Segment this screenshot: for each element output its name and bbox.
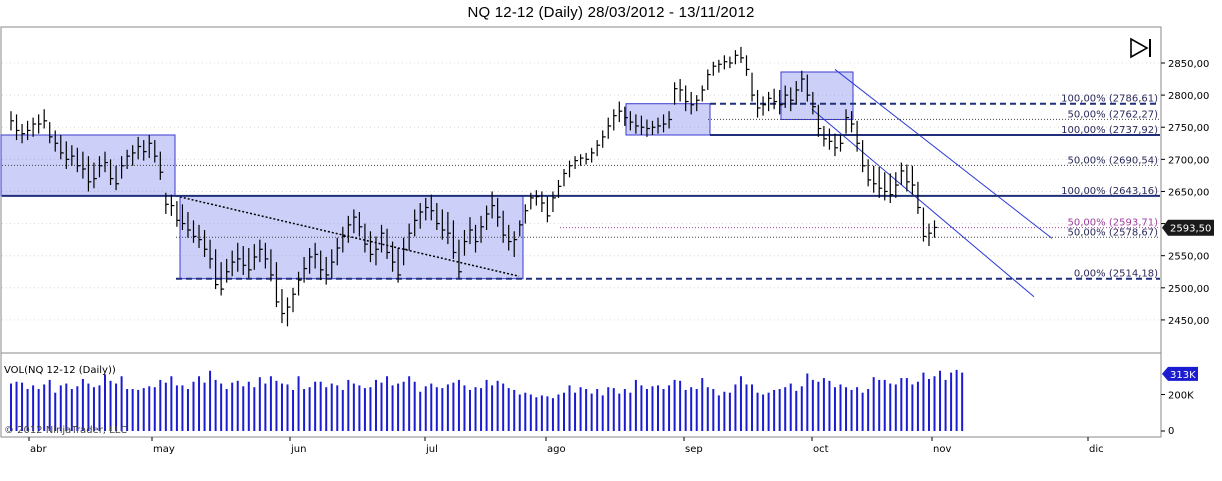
trendlines [175,69,1053,298]
last-price-label: 2593,50 [1170,224,1211,235]
zone-box [625,103,711,136]
price-axis-label: 2750,00 [1168,123,1209,134]
time-axis-label: sep [685,444,703,455]
volume-panel-label: VOL(NQ 12-12 (Daily)) [4,365,116,376]
last-price-marker [1162,219,1214,236]
play-control[interactable] [1130,37,1151,59]
channel-lower-line [811,108,1035,298]
channel-upper-line [834,69,1053,239]
price-axis-label: 2500,00 [1168,284,1209,295]
price-axis: 2850,002800,002750,002700,002650,002600,… [1161,59,1214,437]
chart-title: NQ 12-12 (Daily) 28/03/2012 - 13/11/2012 [467,4,755,21]
time-axis-label: dic [1089,444,1104,455]
fib-level-label: 100,00% (2643,16) [1061,186,1158,197]
price-axis-label: 2450,00 [1168,316,1209,327]
time-axis-label: may [153,444,175,455]
time-axis-label: jun [290,444,306,455]
time-axis-label: oct [813,444,829,455]
time-axis-label: nov [933,444,951,455]
time-axis-label: abr [30,444,47,455]
volume-last-marker [1162,366,1198,381]
fib-lines: 100,00% (2786,61) 50,00% (2762,27) 100,00%… [2,94,1160,280]
fib-level-label: 50,00% (2762,27) [1068,109,1159,120]
price-axis-label: 2700,00 [1168,155,1209,166]
volume-last-label: 313K [1170,370,1196,381]
time-axis-label: jul [425,444,438,455]
copyright-watermark: © 2012 NinjaTrader, LLC [4,425,127,436]
time-axis: abr may jun jul ago sep oct nov dic [28,437,1104,455]
price-axis-label: 2650,00 [1168,187,1209,198]
zone-box [780,71,854,121]
price-axis-label: 2850,00 [1168,59,1209,70]
fib-level-label: 50,00% (2578,67) [1068,227,1159,238]
price-axis-label: 2550,00 [1168,252,1209,263]
fib-level-label: 50,00% (2593,71) [1068,218,1159,229]
volume-axis-zero: 0 [1168,426,1174,437]
fib-level-label: 100,00% (2786,61) [1061,94,1158,105]
time-axis-label: ago [547,444,566,455]
volume-series [10,369,964,431]
labels: VOL(NQ 12-12 (Daily)) © 2012 NinjaTrader,… [4,365,127,436]
fib-level-label: 0,00% (2514,18) [1074,269,1158,280]
price-axis-label: 2800,00 [1168,91,1209,102]
panel-frames [0,26,1162,438]
fib-level-label: 50,00% (2690,54) [1068,155,1159,166]
fib-level-label: 100,00% (2737,92) [1061,125,1158,136]
price-grid [2,62,1160,321]
price-series [10,46,938,327]
down-trendline [175,195,520,277]
volume-axis-label: 200K [1168,391,1194,402]
